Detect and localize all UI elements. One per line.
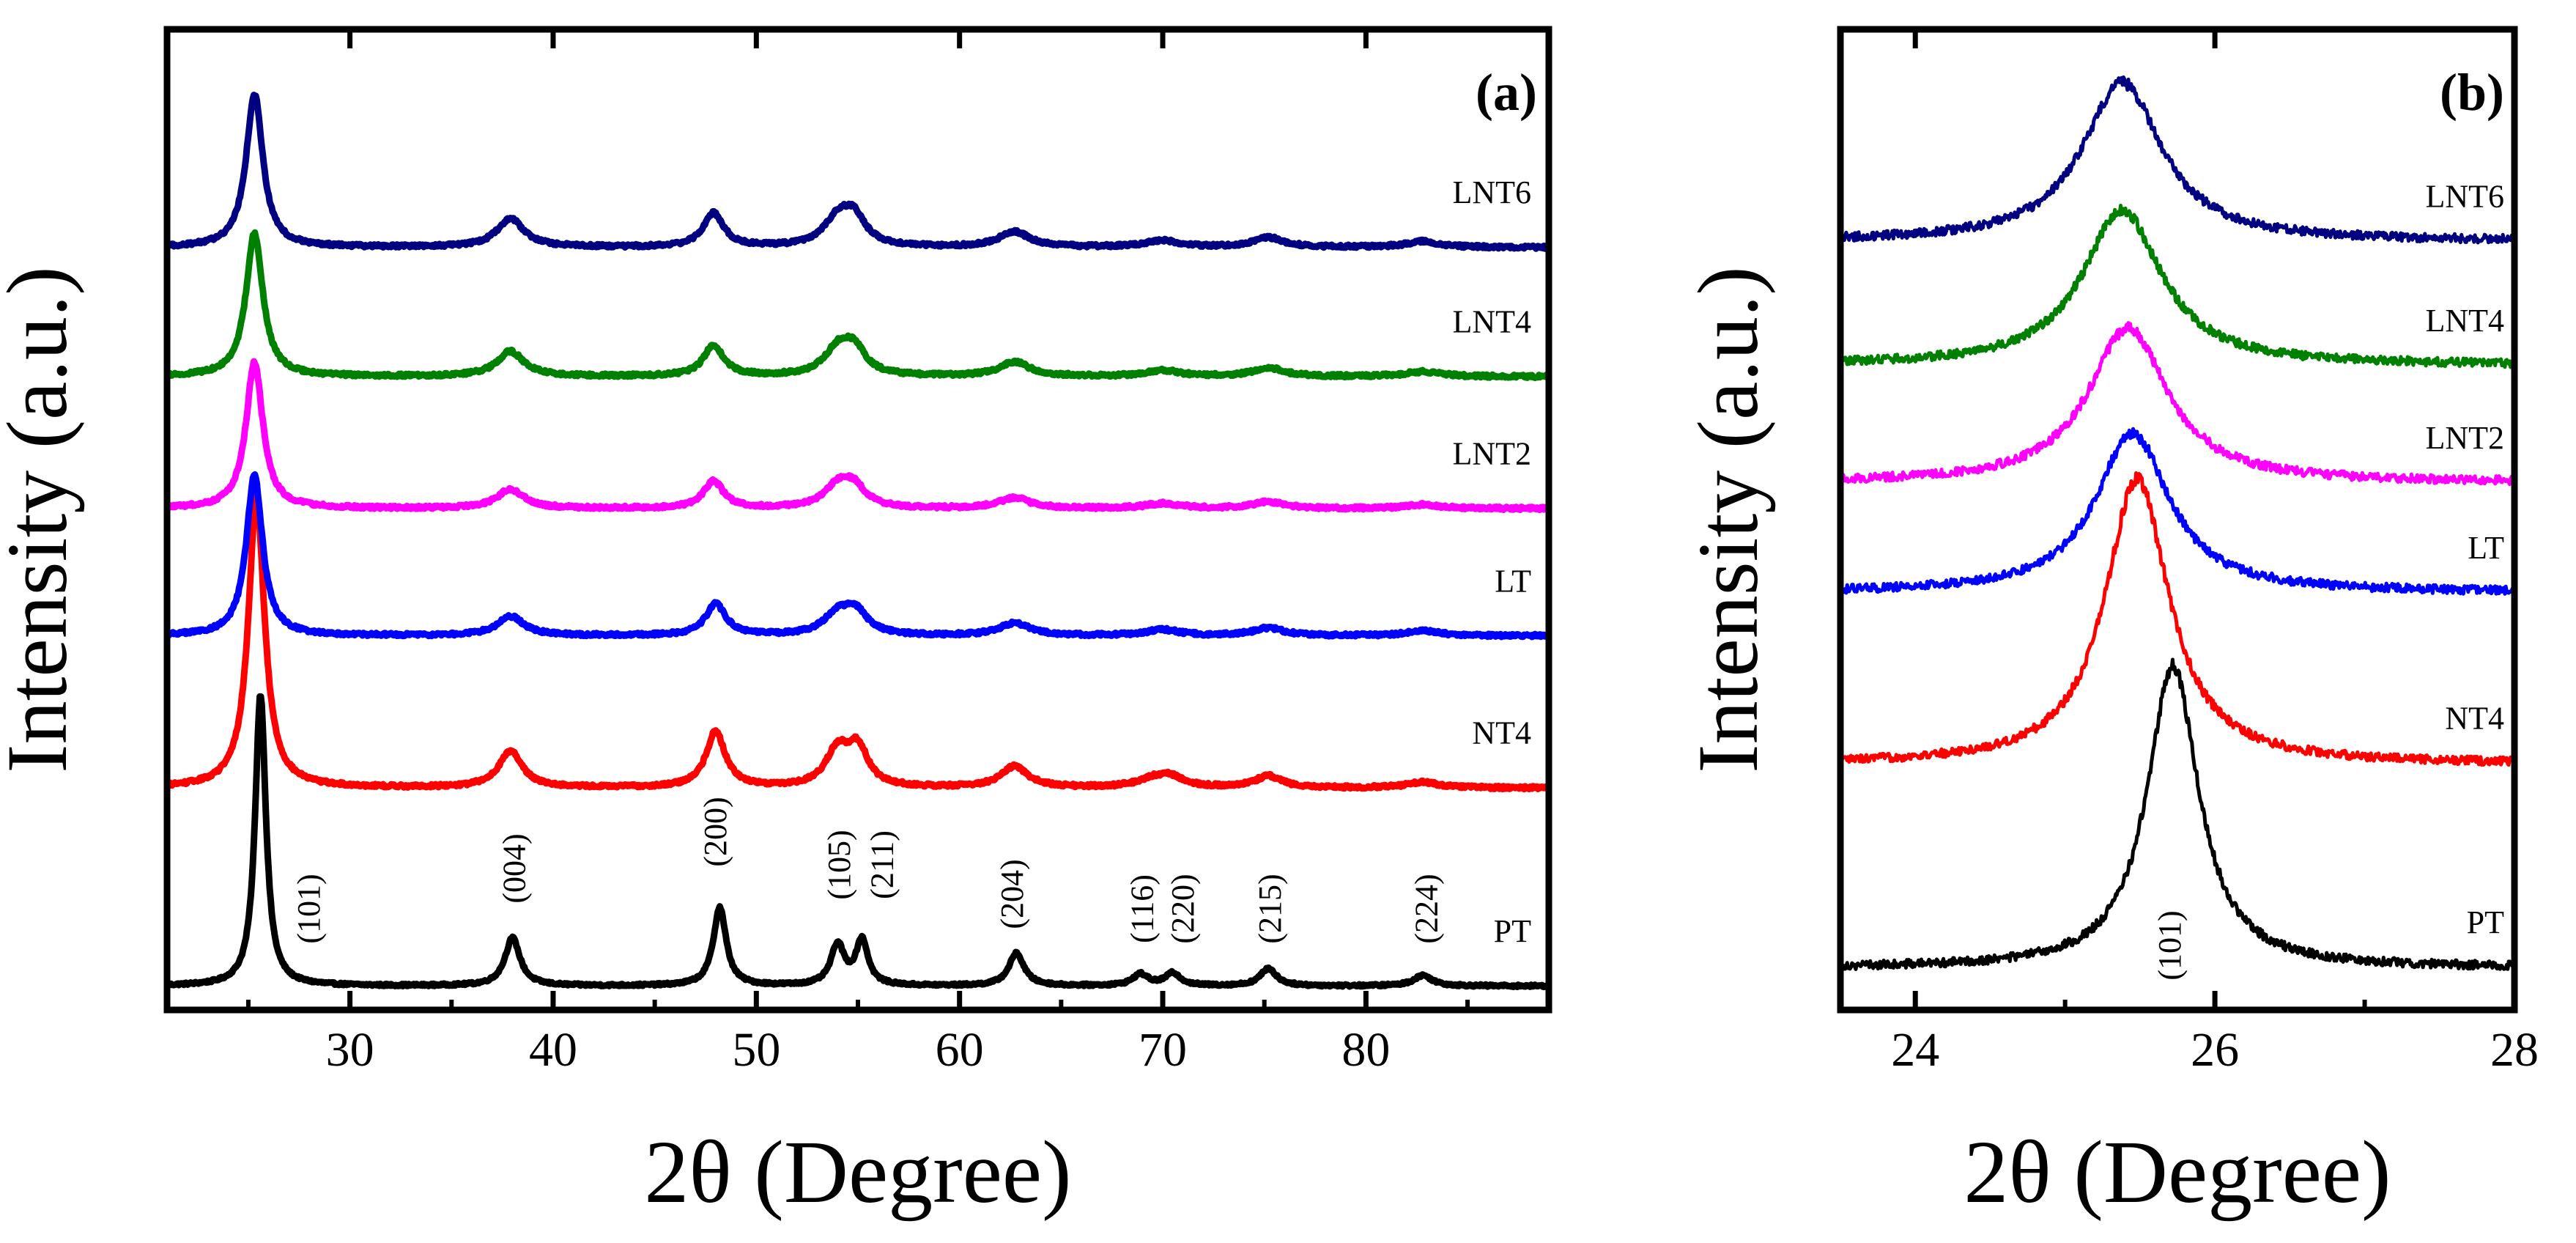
series-line-lnt2 <box>167 358 1549 514</box>
hkl-annotation: (004) <box>496 833 532 903</box>
hkl-annotation: (215) <box>1252 874 1288 943</box>
hkl-annotation: (220) <box>1165 874 1201 943</box>
hkl-annotation: (200) <box>697 797 733 866</box>
x-axis-title: 2θ (Degree) <box>1964 1123 2391 1222</box>
series-label-pt: PT <box>1494 913 1531 949</box>
x-tick-label: 50 <box>732 1023 780 1077</box>
series-line-nt4 <box>1840 471 2514 767</box>
plot-frame <box>1837 26 2518 1014</box>
series-line-nt4 <box>167 490 1549 793</box>
panel-label: (a) <box>1476 63 1537 122</box>
series-label-lnt6: LNT6 <box>2425 178 2504 214</box>
x-axis-title: 2θ (Degree) <box>644 1123 1071 1222</box>
series-label-lt: LT <box>1495 563 1531 599</box>
series-label-pt: PT <box>2467 904 2504 940</box>
series-line-lnt4 <box>1840 204 2514 369</box>
hkl-annotation: (105) <box>821 830 857 899</box>
hkl-annotation: (211) <box>864 830 900 899</box>
series-label-nt4: NT4 <box>2445 701 2504 737</box>
x-tick-label: 80 <box>1341 1023 1390 1077</box>
series-group <box>1840 75 2514 971</box>
y-axis-title: Intensity (a.u.) <box>0 266 85 772</box>
panel-b: PT NT4 LT LNT2 LNT4 LNT6 24 26 28 (101) (b) Intensi… <box>1680 26 2539 1222</box>
x-tick-label: 24 <box>1891 1023 1939 1077</box>
series-label-lnt6: LNT6 <box>1452 174 1531 210</box>
series-line-lt <box>1840 427 2514 596</box>
series-label-lnt2: LNT2 <box>2425 420 2504 456</box>
hkl-annotation: (101) <box>2152 910 2188 980</box>
y-axis-title: Intensity (a.u.) <box>1680 266 1776 772</box>
series-line-lnt6 <box>167 92 1549 252</box>
panel-a: PT NT4 LT LNT2 LNT4 LNT6 30 40 50 60 70 80 (101) (004… <box>0 26 1552 1222</box>
x-tick-label: 30 <box>326 1023 374 1077</box>
x-tick-label: 60 <box>936 1023 984 1077</box>
hkl-annotation: (101) <box>291 874 327 943</box>
hkl-annotation: (116) <box>1124 874 1160 943</box>
series-label-nt4: NT4 <box>1472 715 1531 751</box>
series-label-lt: LT <box>2468 530 2504 566</box>
series-line-pt <box>167 693 1549 991</box>
series-label-lnt4: LNT4 <box>1452 303 1531 339</box>
series-line-lnt6 <box>1840 75 2514 245</box>
panel-label: (b) <box>2440 63 2504 122</box>
series-line-lnt2 <box>1840 321 2514 487</box>
plot-frame <box>163 26 1552 1014</box>
series-group <box>167 92 1549 991</box>
series-line-pt <box>1840 657 2514 971</box>
x-tick-label: 26 <box>2191 1023 2239 1077</box>
x-tick-label: 28 <box>2490 1023 2539 1077</box>
hkl-annotation: (204) <box>994 859 1030 929</box>
series-label-lnt4: LNT4 <box>2425 303 2504 339</box>
hkl-annotation: (224) <box>1409 874 1445 943</box>
x-tick-label: 70 <box>1139 1023 1187 1077</box>
series-line-lnt4 <box>167 229 1549 381</box>
series-line-lt <box>167 471 1549 641</box>
x-tick-label: 40 <box>529 1023 577 1077</box>
series-label-lnt2: LNT2 <box>1452 436 1531 472</box>
